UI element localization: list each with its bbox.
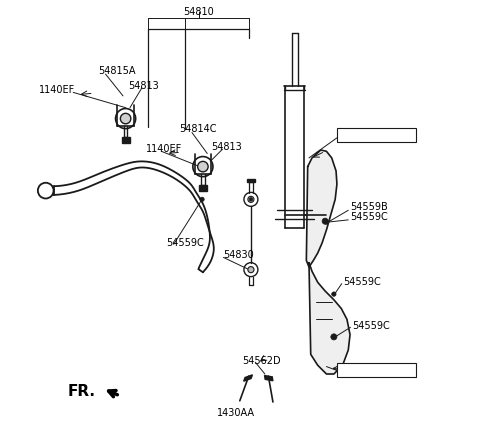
- Text: REF.54-546: REF.54-546: [339, 130, 394, 140]
- Polygon shape: [309, 263, 350, 374]
- Text: 54813: 54813: [212, 142, 242, 152]
- Circle shape: [249, 198, 252, 201]
- FancyBboxPatch shape: [337, 128, 416, 142]
- Circle shape: [324, 220, 329, 224]
- Polygon shape: [306, 150, 337, 267]
- Text: 54559C: 54559C: [166, 238, 204, 248]
- FancyBboxPatch shape: [337, 363, 416, 377]
- Text: 1430AA: 1430AA: [216, 408, 254, 418]
- Circle shape: [322, 218, 328, 224]
- Text: 54814C: 54814C: [179, 124, 216, 134]
- Polygon shape: [264, 375, 273, 381]
- Text: FR.: FR.: [68, 384, 96, 399]
- Text: 54559C: 54559C: [352, 321, 390, 331]
- Circle shape: [248, 196, 254, 202]
- Text: REF.50-517: REF.50-517: [339, 366, 394, 376]
- Polygon shape: [199, 185, 207, 191]
- Text: 54830: 54830: [223, 250, 254, 260]
- Text: 54559C: 54559C: [343, 277, 381, 287]
- Text: 54562D: 54562D: [242, 356, 281, 366]
- Circle shape: [120, 113, 131, 124]
- Circle shape: [198, 161, 208, 172]
- Polygon shape: [121, 138, 130, 143]
- Text: 54559B: 54559B: [350, 202, 388, 212]
- Circle shape: [248, 267, 254, 273]
- Text: 54810: 54810: [183, 7, 214, 17]
- Text: 54559C: 54559C: [350, 212, 388, 222]
- Circle shape: [200, 197, 204, 201]
- Polygon shape: [244, 375, 252, 381]
- Polygon shape: [247, 179, 255, 182]
- Circle shape: [331, 334, 337, 340]
- Text: 1140EF: 1140EF: [39, 85, 75, 95]
- Text: 54813: 54813: [129, 81, 159, 91]
- Text: 1140EF: 1140EF: [146, 144, 182, 154]
- Text: 54815A: 54815A: [98, 66, 136, 75]
- Circle shape: [332, 292, 336, 296]
